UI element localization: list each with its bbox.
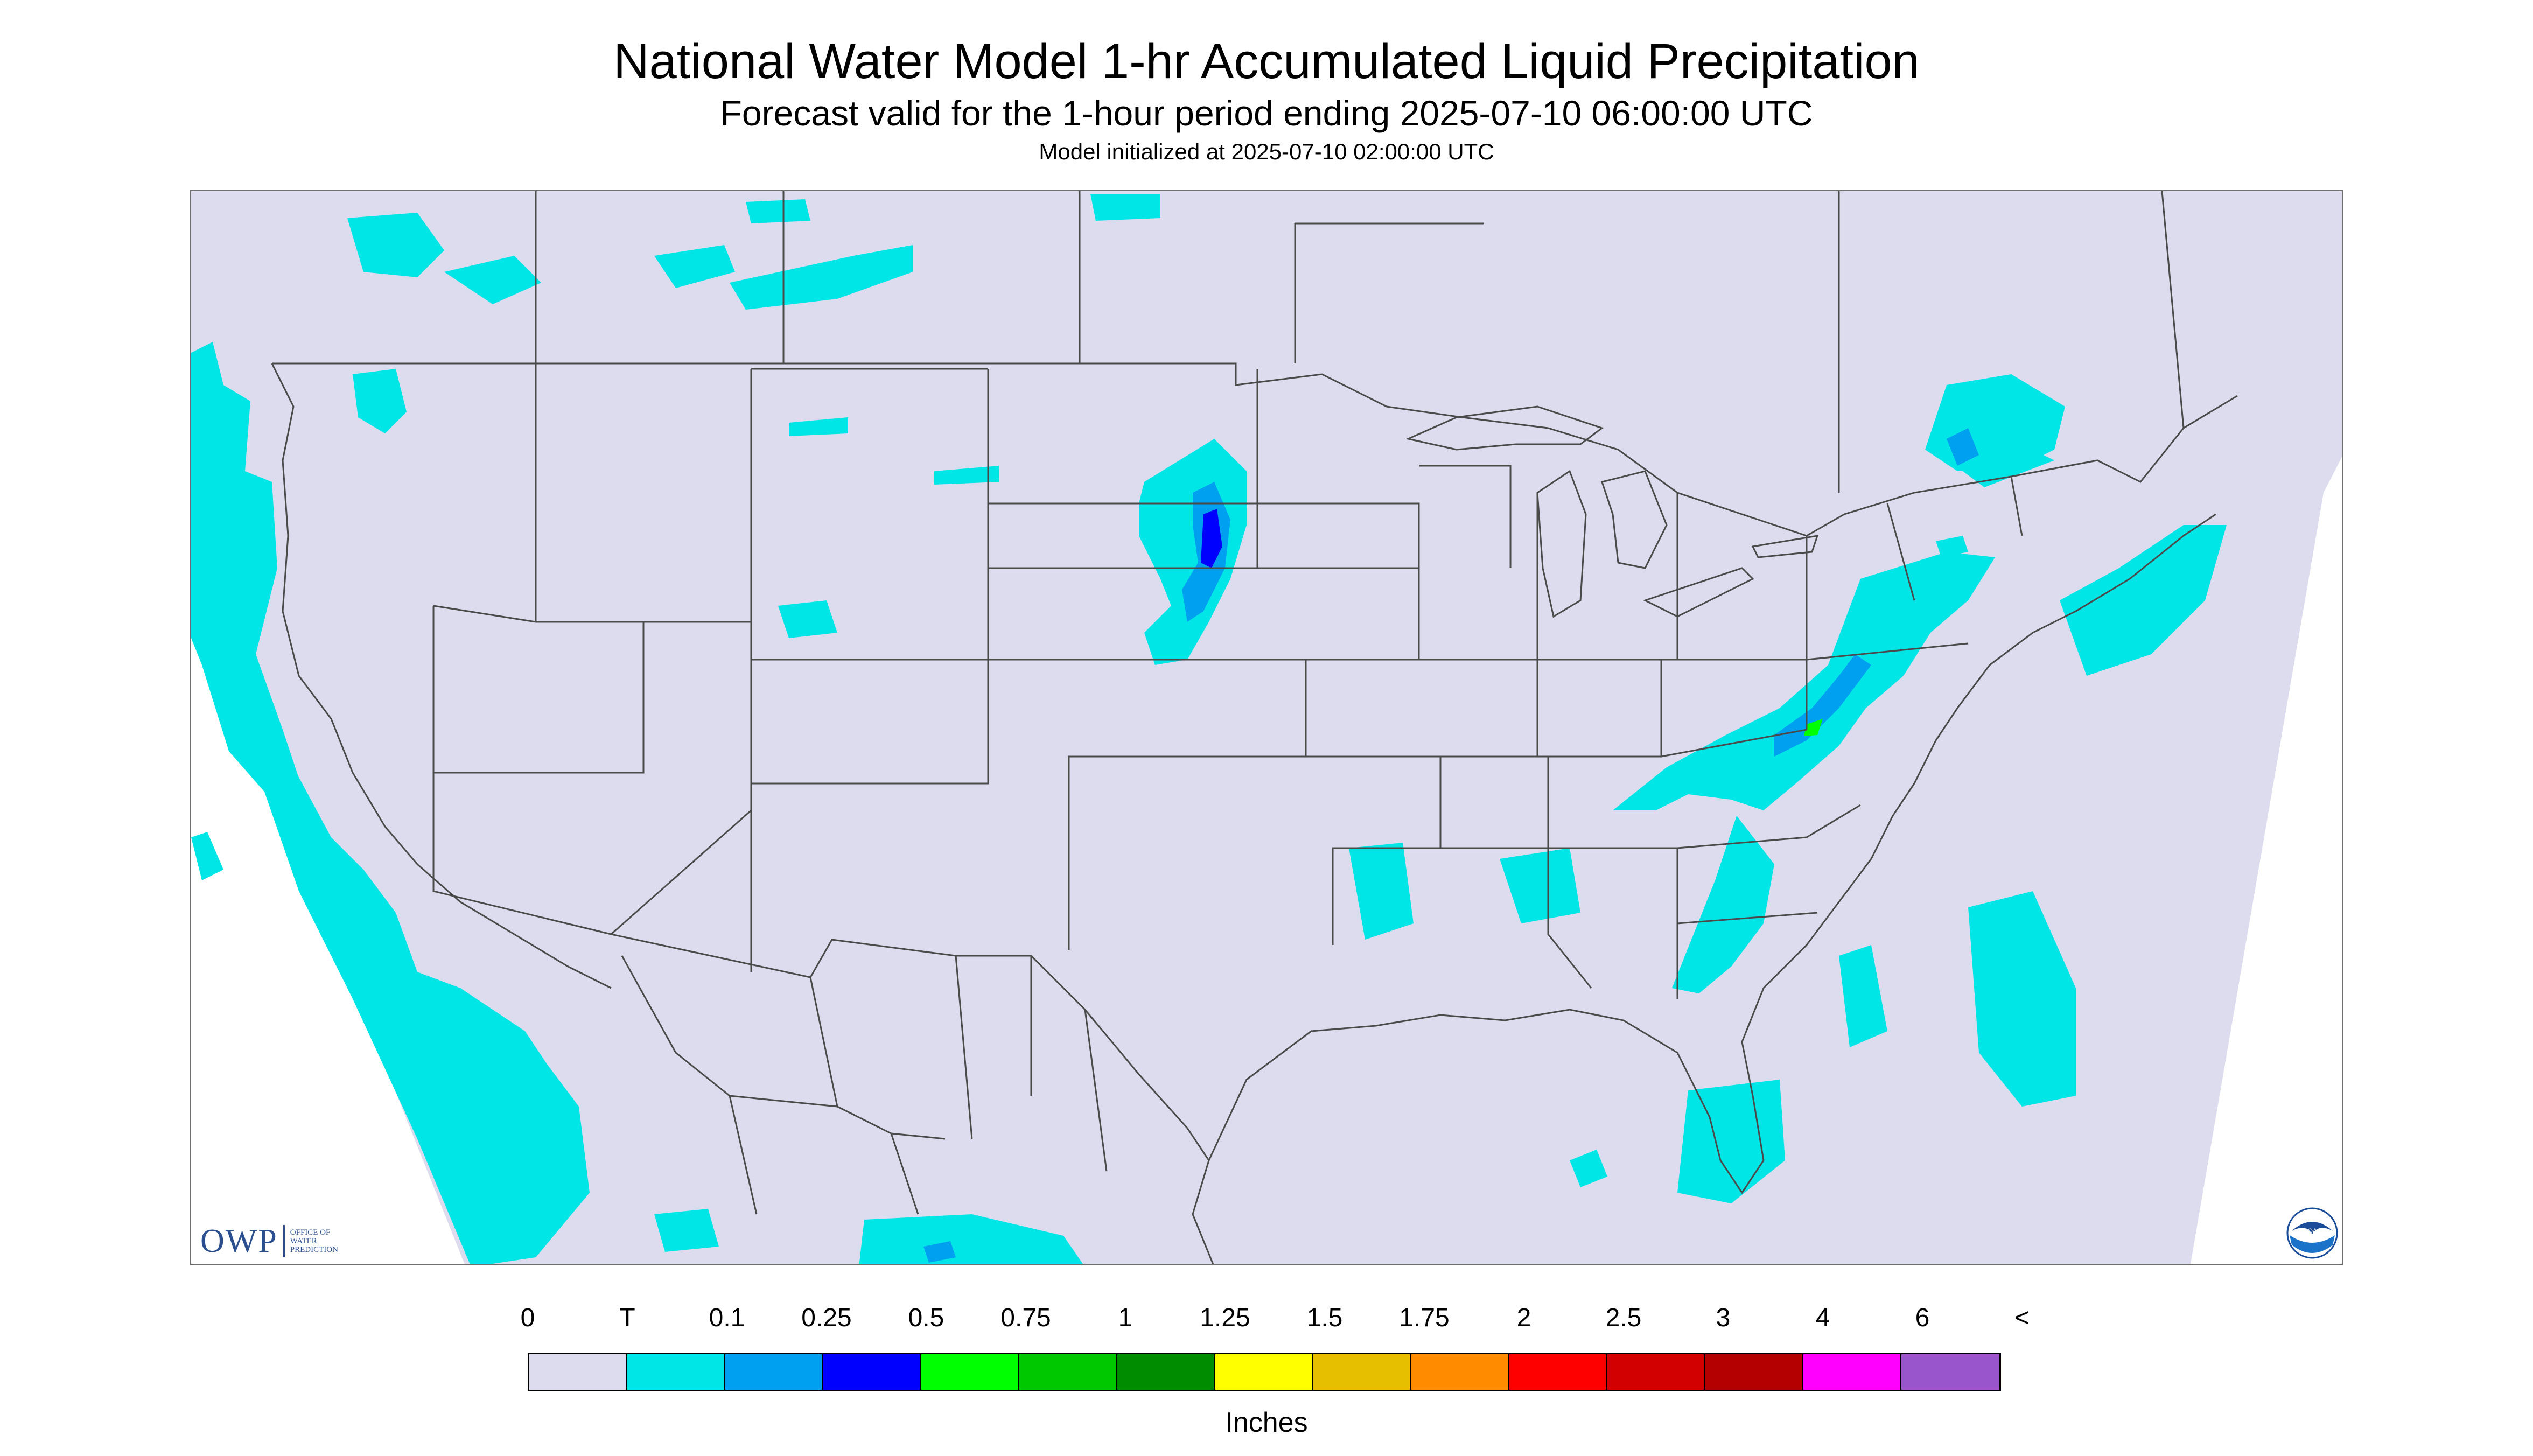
precip-wyoming	[778, 600, 837, 638]
precip-atlantic-small	[1936, 536, 1968, 557]
precip-nd-max	[1201, 509, 1222, 568]
legend-label: 2.5	[1605, 1304, 1642, 1332]
precip-southeast-coast	[1672, 816, 1774, 993]
lake-ontario	[1751, 535, 1819, 558]
precip-mid-atlantic-max	[1804, 719, 1823, 736]
legend-swatch	[725, 1354, 823, 1390]
lake-huron	[1601, 470, 1668, 569]
state-lines	[432, 363, 2023, 999]
precip-baja	[654, 1209, 719, 1252]
legend-swatch	[529, 1354, 627, 1390]
legend-swatch	[1313, 1354, 1411, 1390]
precip-atlantic-east	[1968, 891, 2076, 1107]
precip-southern-mexico	[859, 1214, 1083, 1264]
model-init-text: Model initialized at 2025-07-10 02:00:00…	[1039, 139, 1494, 164]
legend-label: 0.75	[1000, 1304, 1051, 1332]
legend-label: 0	[520, 1304, 535, 1332]
noaa-logo: NOAA	[2286, 1207, 2338, 1259]
precip-northeast-corridor	[1613, 552, 1995, 810]
precip-mexico-core	[923, 1241, 956, 1263]
legend-swatch	[1901, 1354, 1999, 1390]
legend-swatch	[1509, 1354, 1607, 1390]
lake-erie	[1643, 567, 1754, 618]
precip-ontario-line	[1963, 450, 2054, 487]
precipitation-field	[191, 194, 2227, 1264]
precip-canada-west-3	[654, 245, 735, 288]
owp-logo-subtitle: OFFICE OF WATER PREDICTION	[290, 1228, 338, 1254]
owp-logo: OWP OFFICE OF WATER PREDICTION	[200, 1222, 338, 1260]
legend-label: 3	[1716, 1304, 1731, 1332]
precip-manitoba	[1090, 194, 1160, 221]
legend-label: 0.5	[908, 1304, 944, 1332]
legend-swatch	[1607, 1354, 1705, 1390]
mexico-state-lines	[621, 955, 1108, 1215]
legend-label: 6	[1915, 1304, 1930, 1332]
legend-label: 1	[1118, 1304, 1133, 1332]
precip-mississippi	[1349, 843, 1414, 940]
legend-label: 1.25	[1200, 1304, 1250, 1332]
precip-florida	[1677, 1080, 1785, 1203]
owp-logo-line: PREDICTION	[290, 1245, 338, 1254]
legend-label: <	[2014, 1304, 2030, 1332]
precip-gulf-alabama	[1500, 848, 1580, 923]
legend-label: 1.5	[1306, 1304, 1343, 1332]
precip-canada-west-4	[746, 199, 810, 223]
owp-logo-line: WATER	[290, 1237, 317, 1245]
model-domain	[191, 191, 2342, 1264]
legend-label: 2	[1516, 1304, 1531, 1332]
precip-canada-west-1	[347, 213, 444, 277]
precipitation-map	[190, 190, 2343, 1265]
map-canvas	[191, 191, 2342, 1264]
political-boundaries	[271, 191, 2238, 1264]
legend-swatch	[921, 1354, 1019, 1390]
legend-swatch	[1019, 1354, 1117, 1390]
owp-logo-divider	[283, 1225, 285, 1257]
owp-logo-letters: OWP	[200, 1222, 278, 1259]
noaa-logo-text: NOAA	[2303, 1227, 2321, 1235]
precip-montana-1	[789, 417, 848, 436]
legend-swatch	[1411, 1354, 1509, 1390]
legend-swatch	[1705, 1354, 1803, 1390]
lake-michigan	[1536, 470, 1587, 618]
precip-pacific-small	[191, 832, 223, 880]
us-canada-border	[272, 362, 2238, 537]
lake-superior	[1405, 405, 1604, 451]
precip-california-waters	[250, 751, 590, 1264]
map-title: National Water Model 1-hr Accumulated Li…	[613, 34, 1920, 89]
precipitation-legend	[528, 1353, 2001, 1391]
precip-canada-west-2	[444, 256, 541, 304]
precip-montana-2	[934, 466, 999, 485]
precip-new-england	[2060, 525, 2227, 676]
legend-swatch	[1117, 1354, 1215, 1390]
owp-logo-line: OFFICE OF	[290, 1228, 331, 1237]
precip-gulf-small	[1570, 1150, 1607, 1187]
legend-label: 0.25	[801, 1304, 852, 1332]
precip-pacific-nw	[191, 342, 299, 794]
legend-label: 0.1	[709, 1304, 745, 1332]
legend-swatch	[1215, 1354, 1313, 1390]
precip-washington-cell	[353, 369, 407, 433]
legend-label: 4	[1815, 1304, 1830, 1332]
legend-labels: 0 T 0.1 0.25 0.5 0.75 1 1.25 1.5 1.75 2 2.5 3 4 6 <	[0, 1303, 2533, 1335]
map-subtitle: Forecast valid for the 1-hour period end…	[720, 93, 1813, 133]
legend-unit: Inches	[1225, 1407, 1308, 1438]
coastlines	[271, 363, 2216, 1264]
legend-label: 1.75	[1399, 1304, 1450, 1332]
legend-label: T	[619, 1304, 635, 1332]
legend-swatch	[823, 1354, 921, 1390]
canada-province-lines	[535, 191, 2185, 493]
precip-atlantic-mid	[1839, 945, 1887, 1047]
precip-saskatchewan	[730, 245, 913, 310]
legend-swatch	[1803, 1354, 1901, 1390]
precip-quebec-core	[1947, 428, 1979, 466]
legend-swatch	[627, 1354, 725, 1390]
